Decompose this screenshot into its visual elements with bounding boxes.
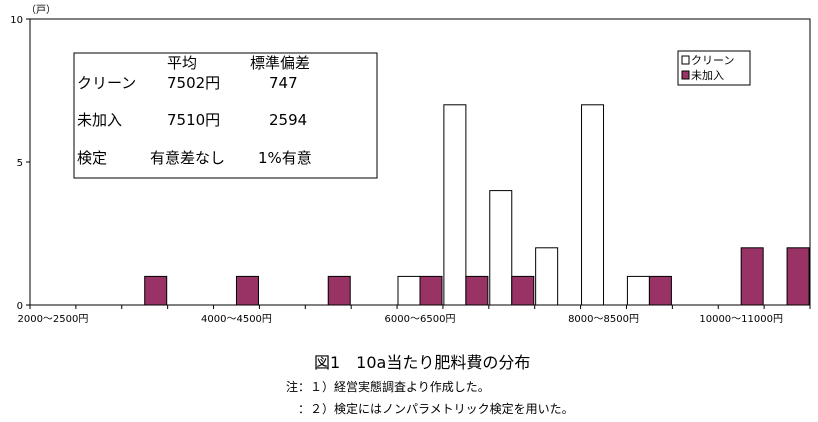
bar-nonmember	[144, 275, 168, 306]
x-axis: 2000〜2500円 4000〜4500円 6000〜6500円 8000〜8500円…	[17, 305, 811, 325]
stats-test-label: 検定	[77, 149, 107, 167]
stats-test-sd: 1%有意	[258, 149, 312, 167]
stats-row-nonmember-sd: 2594	[269, 111, 307, 129]
y-unit-label: （戸）	[26, 4, 56, 16]
bar-clean	[535, 247, 559, 306]
bar-clean	[581, 104, 605, 306]
y-tick-label: 10	[10, 15, 23, 26]
bar-nonmember	[235, 275, 259, 306]
note-1: 注：１）経営実態調査より作成した。	[286, 380, 490, 394]
bar-nonmember	[511, 275, 535, 306]
bars	[144, 104, 810, 306]
legend-label-nonmember: 未加入	[691, 69, 724, 82]
stats-row-clean-label: クリーン	[77, 74, 136, 92]
bar-nonmember	[740, 247, 764, 306]
legend: クリーン 未加入	[677, 50, 751, 86]
bar-nonmember	[648, 275, 672, 306]
bar-nonmember	[419, 275, 443, 306]
bar-clean	[489, 190, 513, 306]
y-tick-label: 0	[17, 301, 23, 312]
y-tick-label: 5	[17, 158, 23, 169]
bar-nonmember	[327, 275, 351, 306]
histogram-chart: （戸） 0 5 10 2000〜2500円 4000〜4500円 6000〜6500円 8…	[10, 4, 811, 325]
stats-test-mean: 有意差なし	[150, 149, 225, 167]
bar-nonmember	[465, 275, 489, 306]
stats-row-clean-mean: 7502円	[167, 74, 220, 92]
bar-clean	[397, 275, 421, 306]
x-tick-label: 6000〜6500円	[385, 314, 456, 325]
bar-clean	[626, 275, 650, 306]
figure-title: 図1 10a当たり肥料費の分布	[314, 353, 531, 372]
stats-row-clean-sd: 747	[269, 74, 298, 92]
stats-header-mean: 平均	[167, 54, 197, 72]
bar-clean	[443, 104, 467, 306]
stats-header-sd: 標準偏差	[250, 54, 310, 72]
y-axis: 0 5 10	[10, 15, 30, 312]
x-tick-label: 4000〜4500円	[201, 314, 272, 325]
x-tick-label: 2000〜2500円	[17, 314, 88, 325]
stats-row-nonmember-label: 未加入	[77, 111, 122, 129]
legend-label-clean: クリーン	[691, 54, 734, 67]
legend-swatch-nonmember	[681, 70, 690, 80]
stats-box: 平均 標準偏差 クリーン 7502円 747 未加入 7510円 2594 検定…	[73, 52, 378, 179]
stats-box-frame	[73, 52, 378, 179]
note-2: ：２）検定にはノンパラメトリック検定を用いた。	[286, 402, 574, 416]
bar-nonmember	[786, 247, 810, 306]
x-tick-label: 8000〜8500円	[568, 314, 639, 325]
legend-frame	[677, 50, 751, 86]
x-tick-label: 10000〜11000円	[699, 314, 783, 325]
stats-row-nonmember-mean: 7510円	[167, 111, 220, 129]
legend-swatch-clean	[681, 55, 690, 65]
